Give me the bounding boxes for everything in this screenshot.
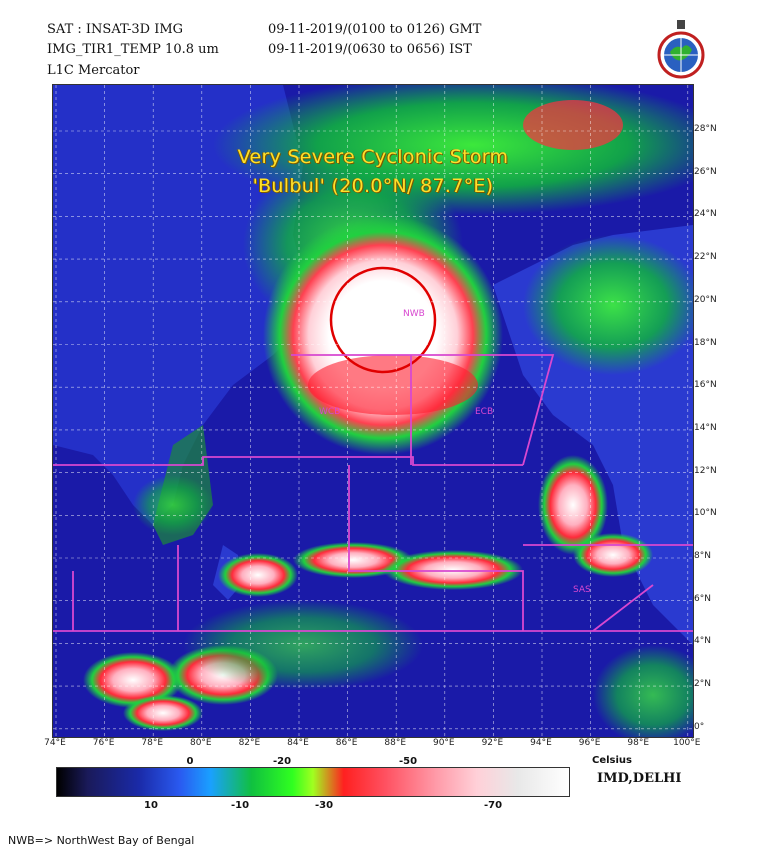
convective-cell — [83, 652, 183, 708]
latitude-label: 26°N — [694, 166, 717, 177]
longitude-label: 86°E — [335, 738, 358, 748]
time-ist-label: 09-11-2019/(0630 to 0656) IST — [268, 42, 472, 57]
convective-cell — [573, 533, 653, 577]
longitude-label: 82°E — [238, 738, 261, 748]
convective-cell — [293, 542, 413, 578]
temperature-colorbar — [56, 767, 570, 797]
colorbar-tick-top: -50 — [398, 756, 418, 767]
longitude-label: 100°E — [673, 738, 701, 748]
imd-emblem-icon — [657, 20, 705, 79]
latitude-label: 22°N — [694, 252, 717, 263]
latitude-label: 6°N — [694, 593, 711, 604]
longitude-label: 94°E — [530, 738, 552, 748]
colorbar-unit: Celsius — [592, 755, 632, 766]
latitude-label: 28°N — [694, 124, 717, 134]
region-label-nwb: NWB — [403, 309, 425, 319]
product-label: IMG_TIR1_TEMP 10.8 um — [47, 42, 219, 57]
latitude-label: 12°N — [694, 465, 717, 476]
longitude-label: 74°E — [44, 738, 66, 748]
latitude-label: 10°N — [694, 508, 717, 519]
latitude-label: 4°N — [694, 636, 711, 647]
colorbar-tick-bottom: 10 — [144, 800, 158, 811]
longitude-label: 78°E — [141, 738, 164, 748]
latitude-label: 18°N — [694, 337, 717, 348]
satellite-map: Very Severe Cyclonic Storm 'Bulbul' (20.… — [52, 84, 694, 738]
latitude-label: 2°N — [694, 679, 711, 690]
region-label-sas: SAS — [573, 585, 591, 595]
storm-title-line1: Very Severe Cyclonic Storm — [237, 146, 509, 168]
colorbar-tick-bottom: -30 — [314, 800, 334, 811]
colorbar-tick-top: 0 — [186, 756, 194, 767]
latitude-label: 16°N — [694, 380, 717, 391]
latitude-label: 20°N — [694, 294, 717, 305]
longitude-label: 84°E — [287, 738, 309, 748]
projection-label: L1C Mercator — [47, 63, 140, 78]
colorbar-tick-top: -20 — [272, 756, 292, 767]
convective-cell — [123, 695, 203, 731]
longitude-label: 90°E — [432, 738, 455, 748]
longitude-label: 92°E — [481, 738, 504, 748]
latitude-label: 8°N — [694, 551, 711, 561]
latitude-label: 0° — [694, 721, 705, 732]
longitude-label: 80°E — [189, 738, 212, 748]
longitude-label: 76°E — [92, 738, 115, 748]
region-boundaries — [53, 354, 693, 632]
storm-center-circle — [329, 266, 437, 374]
latitude-label: 14°N — [694, 422, 717, 433]
region-label-wcb: WCB — [319, 407, 341, 417]
region-label-ecb: ECB — [475, 407, 494, 417]
time-gmt-label: 09-11-2019/(0100 to 0126) GMT — [268, 22, 482, 37]
footnote: NWB=> NorthWest Bay of Bengal — [8, 834, 195, 847]
cyclone-bulbul-clouds — [263, 215, 503, 455]
convective-cell — [218, 553, 298, 597]
colorbar-tick-bottom: -10 — [230, 800, 250, 811]
longitude-label: 88°E — [384, 738, 407, 748]
credit-label: IMD,DELHI — [597, 771, 682, 786]
colorbar-tick-bottom: -70 — [483, 800, 503, 811]
longitude-label: 98°E — [627, 738, 650, 748]
longitude-label: 96°E — [578, 738, 601, 748]
latitude-label: 24°N — [694, 209, 717, 220]
convective-cell — [383, 550, 523, 590]
lat-lon-grid — [53, 85, 693, 737]
storm-title-line2: 'Bulbul' (20.0°N/ 87.7°E) — [252, 175, 494, 197]
satellite-label: SAT : INSAT-3D IMG — [47, 22, 184, 37]
land-india — [53, 85, 313, 525]
